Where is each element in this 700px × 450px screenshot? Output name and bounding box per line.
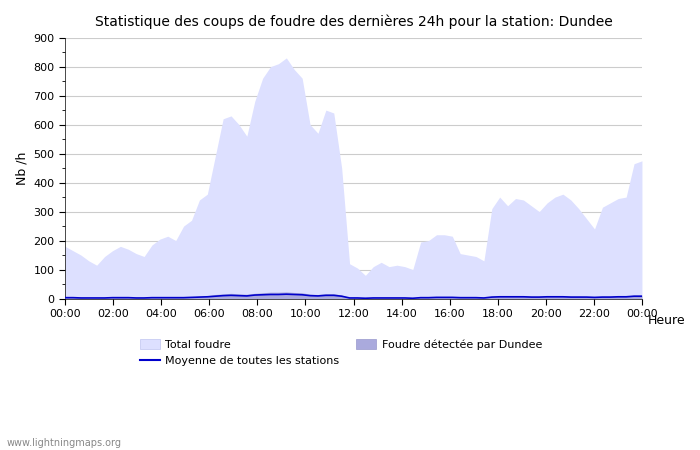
Y-axis label: Nb /h: Nb /h xyxy=(15,151,28,185)
Legend: Total foudre, Moyenne de toutes les stations, Foudre détectée par Dundee: Total foudre, Moyenne de toutes les stat… xyxy=(140,339,542,366)
Text: Heure: Heure xyxy=(648,314,685,327)
Title: Statistique des coups de foudre des dernières 24h pour la station: Dundee: Statistique des coups de foudre des dern… xyxy=(94,15,612,30)
Text: www.lightningmaps.org: www.lightningmaps.org xyxy=(7,438,122,448)
